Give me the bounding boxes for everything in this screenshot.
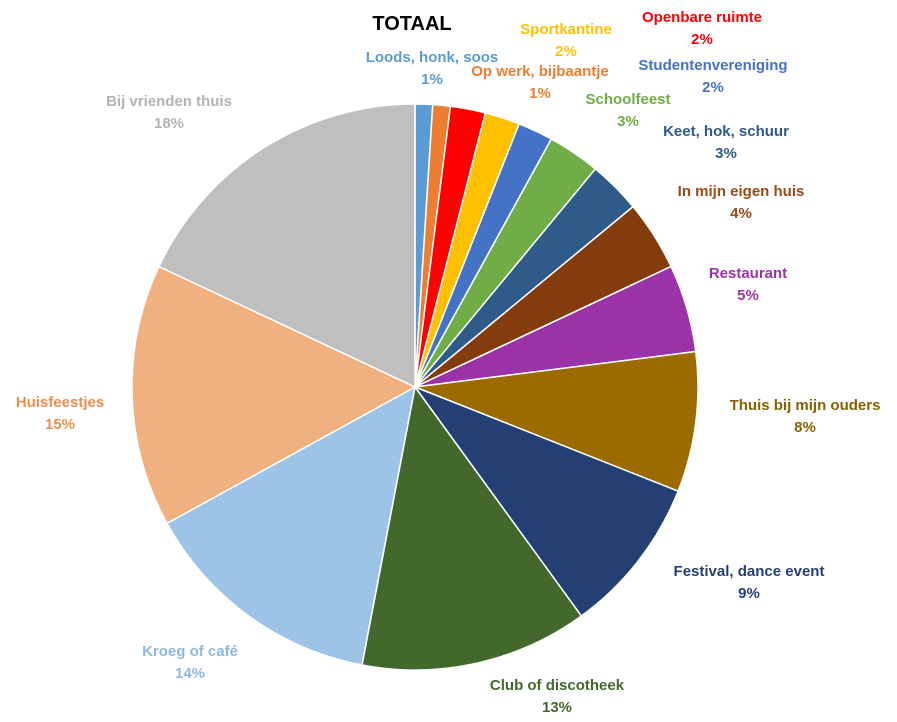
pie-slice-festival-dance-event: [412, 385, 680, 617]
slice-label: Festival, dance event 9%: [674, 563, 825, 602]
slice-label: Openbare ruimte 2%: [642, 9, 762, 48]
slice-value-label: 3%: [617, 113, 639, 130]
slice-category-label: Thuis bij mijn ouders: [730, 397, 881, 414]
slice-value-label: 15%: [45, 416, 75, 433]
slice-value-label: 2%: [555, 43, 577, 60]
slice-value-label: 1%: [529, 85, 551, 102]
slice-value-label: 1%: [421, 71, 443, 88]
slice-value-label: 8%: [794, 419, 816, 436]
slice-value-label: 2%: [691, 31, 713, 48]
slice-category-label: Restaurant: [709, 265, 787, 282]
slice-label: In mijn eigen huis 4%: [678, 183, 805, 222]
slice-category-label: In mijn eigen huis: [678, 183, 805, 200]
slice-category-label: Studentenvereniging: [638, 57, 787, 74]
pie-slice-bij-vrienden-thuis: [157, 103, 416, 389]
slice-category-label: Club of discotheek: [490, 677, 625, 694]
slice-label: Kroeg of café 14%: [142, 643, 238, 682]
slice-label: Loods, honk, soos 1%: [366, 49, 499, 88]
slice-label: Sportkantine 2%: [520, 21, 612, 60]
slice-label: Restaurant 5%: [709, 265, 787, 304]
pie-slices: [131, 103, 699, 671]
slice-value-label: 4%: [730, 205, 752, 222]
slice-value-label: 2%: [702, 79, 724, 96]
slice-category-label: Festival, dance event: [674, 563, 825, 580]
slice-category-label: Kroeg of café: [142, 643, 238, 660]
slice-label: Op werk, bijbaantje 1%: [471, 63, 609, 102]
slice-category-label: Huisfeestjes: [16, 394, 104, 411]
slice-value-label: 3%: [715, 145, 737, 162]
slice-category-label: Schoolfeest: [585, 91, 670, 108]
slice-value-label: 9%: [738, 585, 760, 602]
pie-slice-thuis-bij-mijn-ouders: [414, 350, 699, 493]
slice-value-label: 18%: [154, 115, 184, 132]
slice-label: Club of discotheek 13%: [490, 677, 625, 716]
slice-label: Schoolfeest 3%: [585, 91, 670, 130]
slice-category-label: Bij vrienden thuis: [106, 93, 232, 110]
slice-category-label: Openbare ruimte: [642, 9, 762, 26]
slice-value-label: 14%: [175, 665, 205, 682]
slice-value-label: 5%: [737, 287, 759, 304]
slice-label: Bij vrienden thuis 18%: [106, 93, 232, 132]
slice-label: Huisfeestjes 15%: [16, 394, 104, 433]
slice-label: Thuis bij mijn ouders 8%: [730, 397, 881, 436]
slice-category-label: Op werk, bijbaantje: [471, 63, 609, 80]
pie-slice-club-of-discotheek: [361, 385, 583, 671]
slice-category-label: Loods, honk, soos: [366, 49, 499, 66]
pie-slice-huisfeestjes: [131, 265, 417, 525]
slice-label: Keet, hok, schuur 3%: [663, 123, 789, 162]
slice-label: Studentenvereniging 2%: [638, 57, 787, 96]
slice-value-label: 13%: [542, 699, 572, 716]
chart-title: TOTAAL: [372, 13, 451, 35]
pie-labels: Loods, honk, soos 1% Op werk, bijbaantje 1%…: [16, 9, 881, 716]
slice-category-label: Sportkantine: [520, 21, 612, 38]
pie-slice-kroeg-of-caf: [165, 385, 417, 666]
slice-category-label: Keet, hok, schuur: [663, 123, 789, 140]
